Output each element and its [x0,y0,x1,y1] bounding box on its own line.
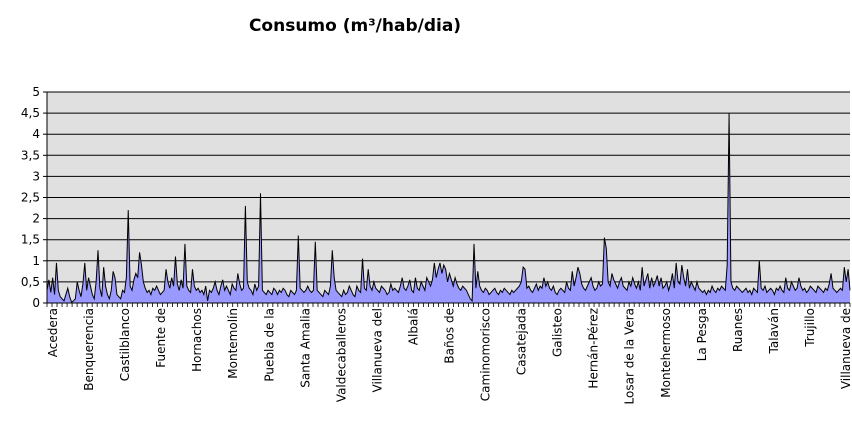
x-tick-label: Fuente de [154,308,168,368]
x-tick-label: Montehermoso [659,308,673,398]
y-tick-label: 3,5 [21,148,40,162]
y-tick-label: 2,5 [21,191,40,205]
y-tick-label: 1,5 [21,233,40,247]
y-tick-label: 4,5 [21,106,40,120]
x-axis-ticks [46,303,851,307]
x-tick-label: Valdecaballeros [334,308,348,402]
series-area-fill [47,113,850,303]
x-tick-label: Caminomorisco [479,308,493,401]
y-axis-tick-labels: 0 0,5 1 1,5 2 2,5 3 3,5 4 4,5 5 [21,85,40,310]
x-tick-label: Baños de [443,308,457,364]
x-tick-label: Montemolín [226,308,240,379]
y-tick-label: 1 [32,254,40,268]
y-tick-label: 5 [32,85,40,99]
y-tick-label: 0 [32,296,40,310]
y-tick-label: 3 [32,169,40,183]
x-tick-label: Villanueva del [370,308,384,393]
x-tick-label: Acedera [46,308,60,357]
x-tick-label: Villanueva de [839,308,852,389]
x-tick-label: Puebla de la [262,308,276,382]
x-tick-label: Trujillo [803,308,817,348]
x-tick-label: Galisteo [551,308,565,357]
chart-title: Consumo (m³/hab/dia) [249,16,461,36]
x-tick-label: Benquerencia [82,308,96,391]
x-tick-label: Hernán-Pérez [587,308,601,389]
x-axis-tick-labels: Acedera Benquerencia Castilblanco Fuente de… [46,308,852,404]
x-tick-label: Casatejada [515,308,529,375]
series-line [46,113,851,303]
y-tick-label: 2 [32,212,40,226]
x-tick-label: La Pesga [695,308,709,361]
x-tick-label: Talaván [767,308,781,354]
x-tick-label: Albalá [407,308,421,345]
y-tick-label: 0,5 [21,275,40,289]
y-tick-label: 4 [32,127,40,141]
x-tick-label: Hornachos [190,308,204,372]
x-tick-label: Ruanes [731,308,745,352]
x-tick-label: Castilblanco [118,308,132,381]
x-tick-label: Santa Amalia [298,308,312,388]
x-tick-label: Losar de la Vera [623,308,637,404]
